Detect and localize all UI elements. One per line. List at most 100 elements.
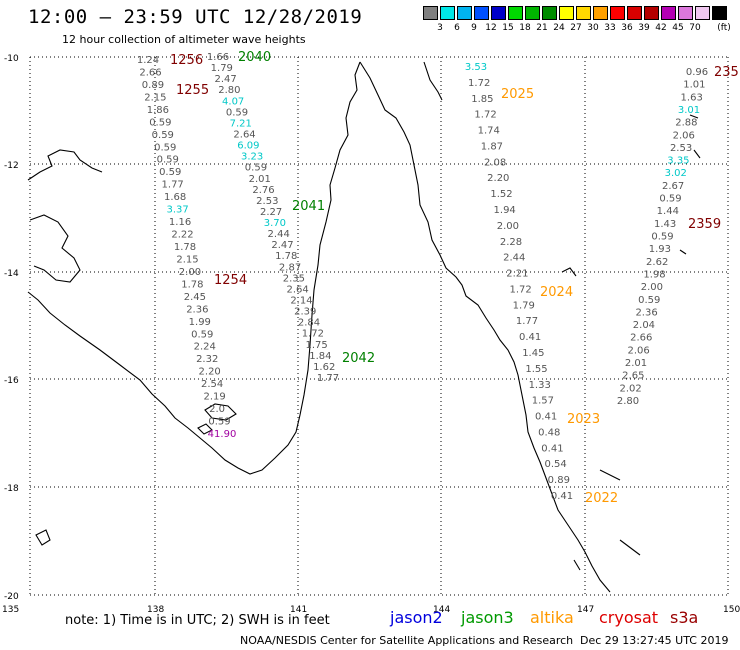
cryosat-1256-value: 1.78: [181, 279, 203, 290]
jason3-2040-value: 2.80: [218, 85, 240, 96]
cryosat-2359-value: 1.43: [654, 219, 676, 230]
cryosat-1256-value: 2.15: [176, 254, 198, 265]
legend-swatch: [644, 6, 659, 20]
legend-swatch: [661, 6, 676, 20]
cryosat-2359-value: 2.66: [630, 333, 652, 344]
generation-timestamp: Dec 29 13:27:45 UTC 2019: [580, 634, 729, 647]
pass-label: 2040: [238, 50, 271, 65]
jason3-2040-value: 1.79: [211, 63, 233, 74]
coast-segment: [561, 267, 577, 277]
legend-swatch: [474, 6, 489, 20]
pass-label: 1256: [170, 53, 203, 68]
pass-label: 2359: [688, 217, 721, 232]
altika-2025-value: 0.41: [519, 332, 541, 343]
cryosat-1256-value: 2.36: [186, 304, 208, 315]
coast-segment: [29, 214, 81, 283]
footer-note: note: 1) Time is in UTC; 2) SWH is in fe…: [65, 613, 330, 628]
cryosat-2359-value: 1.63: [681, 92, 703, 103]
coast-segment: [573, 559, 581, 571]
legend-label: 21: [536, 23, 548, 33]
legend-label: 70: [689, 23, 701, 33]
legend-label: 15: [502, 23, 514, 33]
altika-2025-value: 2.28: [500, 237, 522, 248]
altika-2025-value: 1.74: [478, 126, 500, 137]
cryosat-1256-value: 2.45: [184, 292, 206, 303]
altika-2025-value: 0.41: [541, 443, 563, 454]
pass-label: 2024: [540, 285, 573, 300]
cryosat-2359-value: 2.00: [641, 282, 663, 293]
jason3-2040-value: 2.39: [294, 307, 316, 318]
altika-2025-value: 1.85: [471, 94, 493, 105]
legend-label: 12: [485, 23, 497, 33]
legend-label: 36: [621, 23, 633, 33]
altika-2025-value: 2.00: [497, 221, 519, 232]
lat-label: -18: [4, 484, 19, 494]
credit-line: NOAA/NESDIS Center for Satellite Applica…: [240, 634, 574, 647]
cryosat-2359-value: 0.59: [651, 232, 673, 243]
cryosat-1256-value: 2.0: [209, 404, 225, 415]
pass-labels: 1256 2040 1255 2041 1254 2042 2025 2024 2023 2022…: [170, 50, 739, 506]
cryosat-1256-value: 0.59: [159, 167, 181, 178]
legend-label: 30: [587, 23, 599, 33]
legend-swatch: [542, 6, 557, 20]
jason3-2040-value: 2.64: [287, 284, 309, 295]
pass-label: 2025: [501, 87, 534, 102]
cryosat-1256-value: 0.59: [157, 155, 179, 166]
pass-label: 1255: [176, 83, 209, 98]
jason3-2040-value: 2.84: [298, 318, 320, 329]
satellite-altika: altika: [530, 608, 574, 627]
jason3-2040-value: 1.77: [317, 373, 339, 384]
cryosat-1256-value: 1.24: [137, 55, 159, 66]
satellite-jason3: jason3: [461, 608, 514, 627]
cryosat-1256-value: 0.59: [149, 117, 171, 128]
cryosat-2359-value: 0.59: [638, 295, 660, 306]
altika-2025-value: 0.41: [535, 412, 557, 423]
lat-lon-grid: [29, 56, 729, 596]
cryosat-1256-value: 2.20: [199, 367, 221, 378]
altika-2025-value: 1.52: [490, 189, 512, 200]
coast-segment: [619, 539, 641, 556]
jason3-2040-value: 2.64: [233, 129, 255, 140]
lon-label: 135: [2, 605, 19, 615]
lat-label: -12: [4, 161, 19, 171]
altika-2025-value: 1.72: [474, 110, 496, 121]
cryosat-1256-value: 0.89: [142, 80, 164, 91]
altika-2025-value: 1.79: [513, 300, 535, 311]
altika-2025-value: 0.54: [544, 459, 566, 470]
cryosat-1256-value: 1.68: [164, 192, 186, 203]
lat-label: -10: [4, 54, 19, 64]
satellite-s3a: s3a: [670, 608, 699, 627]
cryosat-2359-value: 3.01: [678, 105, 700, 116]
pass-label: 1254: [214, 273, 247, 288]
altika-2025-value: 1.87: [481, 141, 503, 152]
cryosat-1256-value: 3.37: [166, 205, 188, 216]
legend-unit: (ft): [717, 23, 731, 33]
jason3-2040-value: 1.62: [313, 362, 335, 373]
altika-2025-value: 1.57: [532, 396, 554, 407]
cryosat-1256-value: 2.19: [203, 392, 225, 403]
legend-swatch: [576, 6, 591, 20]
pass-label: 235: [714, 65, 739, 80]
legend-label: 18: [519, 23, 531, 33]
jason3-2040-value: 7.21: [230, 118, 252, 129]
legend-swatch: [491, 6, 506, 20]
altika-2025-value: 2.21: [506, 269, 528, 280]
legend-label: 42: [655, 23, 667, 33]
altika-2025-value: 2.20: [487, 173, 509, 184]
legend-label: 39: [638, 23, 650, 33]
cryosat-2359-value: 2.65: [622, 371, 644, 382]
legend-label: 6: [454, 23, 460, 33]
legend-swatch: [712, 6, 727, 20]
cryosat-2359-value: 2.04: [633, 320, 655, 331]
legend-label: 24: [553, 23, 565, 33]
altika-2025-value: 3.53: [465, 62, 487, 73]
legend-swatch: [457, 6, 472, 20]
jason3-2040-value: 1.75: [305, 340, 327, 351]
cryosat-2359-value: 2.80: [617, 396, 639, 407]
cryosat-1256-value: 1.78: [174, 242, 196, 253]
lon-label: 147: [577, 605, 594, 615]
legend-label: 45: [672, 23, 684, 33]
coast-segment: [359, 61, 611, 593]
jason3-2040-value: 2.87: [279, 262, 301, 273]
